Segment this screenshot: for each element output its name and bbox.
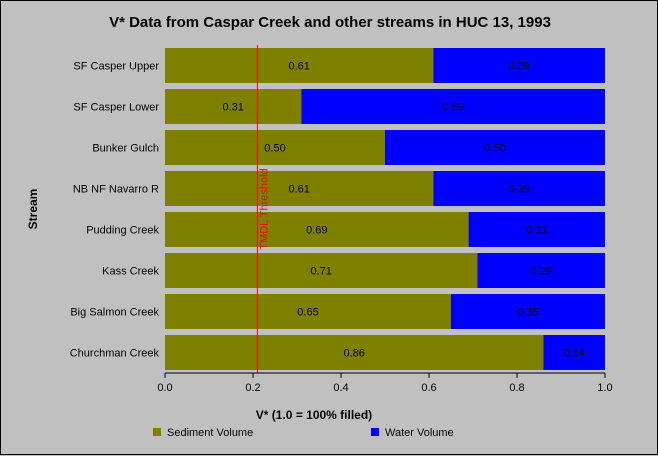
data-label-water-volume-kass-creek: 0.29 [530, 266, 551, 278]
bar-sediment-volume-bunker-gulch [165, 130, 385, 165]
x-tick-label: 0.8 [509, 382, 524, 394]
data-label-water-volume-bunker-gulch: 0.50 [484, 143, 505, 155]
data-label-sediment-volume-pudding-creek: 0.69 [306, 225, 327, 237]
data-label-water-volume-nb-nf-navarro-r: 0.39 [508, 184, 529, 196]
x-axis-ticks: 0.0 0.2 0.4 0.6 0.8 1.0 [157, 373, 613, 394]
data-label-water-volume-churchman-creek: 0.14 [563, 348, 584, 360]
data-label-water-volume-pudding-creek: 0.31 [526, 225, 547, 237]
data-label-water-volume-sf-casper-lower: 0.69 [442, 102, 463, 114]
legend-swatch-water-volume [371, 428, 379, 436]
x-tick-label: 0.2 [245, 382, 260, 394]
bar-sediment-volume-sf-casper-upper [165, 48, 434, 83]
legend-label-sediment-volume: Sediment Volume [167, 427, 253, 439]
bar-sediment-volume-churchman-creek [165, 335, 544, 370]
data-label-water-volume-sf-casper-upper: 0.39 [508, 61, 529, 73]
bar-sediment-volume-kass-creek [165, 253, 478, 288]
legend-label-water-volume: Water Volume [385, 427, 454, 439]
chart-title: V* Data from Caspar Creek and other stre… [109, 14, 551, 31]
bar-sediment-volume-nb-nf-navarro-r [165, 171, 434, 206]
x-tick-label: 1.0 [597, 382, 612, 394]
data-label-sediment-volume-nb-nf-navarro-r: 0.61 [288, 184, 309, 196]
data-label-sediment-volume-big-salmon-creek: 0.65 [297, 307, 318, 319]
category-label-kass-creek: Kass Creek [102, 266, 159, 278]
category-label-sf-casper-lower: SF Casper Lower [73, 102, 159, 114]
category-label-big-salmon-creek: Big Salmon Creek [70, 307, 159, 319]
category-label-churchman-creek: Churchman Creek [70, 348, 160, 360]
threshold-label: TMDL Threshold [258, 168, 270, 249]
category-labels: SF Casper Upper SF Casper Lower Bunker Gul… [70, 61, 160, 360]
legend: Sediment Volume Water Volume [153, 427, 454, 439]
category-label-bunker-gulch: Bunker Gulch [92, 143, 159, 155]
bar-water-volume-pudding-creek [468, 212, 605, 247]
y-axis-title: Stream [26, 189, 40, 230]
bar-water-volume-bunker-gulch [385, 130, 605, 165]
data-label-sediment-volume-sf-casper-upper: 0.61 [288, 61, 309, 73]
bar-water-volume-big-salmon-creek [451, 294, 605, 329]
data-label-sediment-volume-sf-casper-lower: 0.31 [222, 102, 243, 114]
bar-water-volume-churchman-creek [543, 335, 605, 370]
data-label-sediment-volume-bunker-gulch: 0.50 [264, 143, 285, 155]
bars: 0.61 0.39 0.31 0.69 0.50 0.50 0.61 0.39 0.69 0.31… [165, 48, 605, 370]
x-tick-label: 0.4 [333, 382, 348, 394]
threshold: TMDL Threshold [256, 45, 270, 373]
category-label-sf-casper-upper: SF Casper Upper [73, 61, 159, 73]
category-label-pudding-creek: Pudding Creek [86, 225, 159, 237]
bar-water-volume-sf-casper-lower [301, 89, 605, 124]
legend-swatch-sediment-volume [153, 428, 161, 436]
data-label-sediment-volume-kass-creek: 0.71 [310, 266, 331, 278]
data-label-water-volume-big-salmon-creek: 0.35 [517, 307, 538, 319]
bar-sediment-volume-pudding-creek [165, 212, 469, 247]
x-tick-label: 0.6 [421, 382, 436, 394]
bar-sediment-volume-sf-casper-lower [165, 89, 302, 124]
data-label-sediment-volume-churchman-creek: 0.86 [343, 348, 364, 360]
bar-water-volume-kass-creek [477, 253, 605, 288]
bar-sediment-volume-big-salmon-creek [165, 294, 451, 329]
bar-water-volume-sf-casper-upper [433, 48, 605, 83]
bar-water-volume-nb-nf-navarro-r [433, 171, 605, 206]
category-label-nb-nf-navarro-r: NB NF Navarro R [73, 184, 159, 196]
x-axis-title: V* (1.0 = 100% filled) [256, 408, 372, 422]
x-tick-label: 0.0 [157, 382, 172, 394]
